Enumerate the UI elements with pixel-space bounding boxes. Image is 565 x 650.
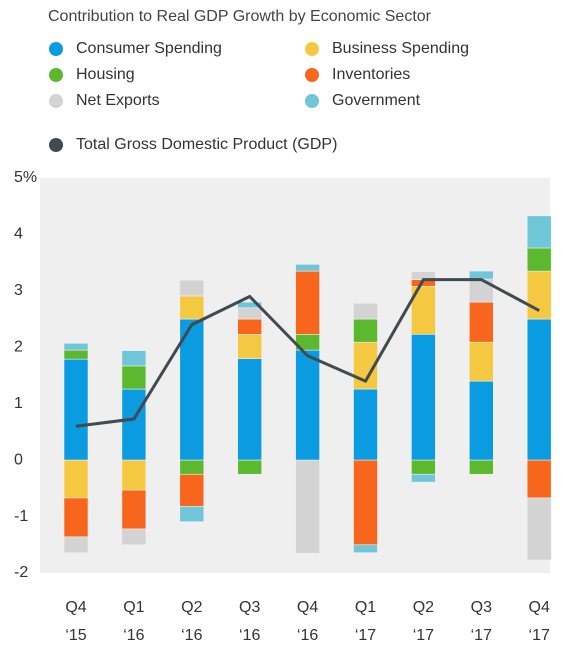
bar-segment [63,343,89,351]
bar-segment [526,247,552,272]
bar-segment [468,459,494,475]
bar-segment [121,528,147,546]
bar-segment [526,215,552,249]
y-tick-label: 4 [14,226,23,243]
bar-segment [121,350,147,367]
bar-segment [121,459,147,491]
bar-segment [237,358,262,461]
legend-swatch [305,42,319,56]
legend-label: Housing [76,66,135,83]
x-tick-label: ‘16 [297,627,318,644]
x-tick-label: Q3 [239,599,260,616]
bar-segment [526,497,552,561]
x-tick-label: ‘17 [413,627,434,644]
x-tick-label: Q1 [355,599,376,616]
bar-segment [468,380,494,461]
bar-segment [468,301,494,343]
legend-swatch [49,42,63,56]
bar-segment [468,270,494,280]
bar-segment [237,318,262,335]
x-tick-label: Q4 [529,599,550,616]
bar-segment [237,301,262,309]
bar-segment [179,473,205,507]
x-tick-label: Q1 [123,599,144,616]
bar-segment [63,358,89,461]
bar-segment [526,270,552,320]
x-tick-label: Q4 [297,599,318,616]
y-tick-label: 5% [14,169,37,186]
bar-segment [353,544,378,553]
bar-segment [179,295,205,320]
bar-segment [353,459,378,546]
legend-swatch [305,68,319,82]
x-tick-label: ‘16 [181,627,202,644]
bar-segment [295,264,320,272]
bar-segment [121,365,147,390]
legend-label: Net Exports [76,92,160,109]
legend-swatch [305,94,319,108]
legend-label: Government [332,92,421,109]
y-tick-label: 2 [14,339,23,356]
bar-segment [179,318,205,461]
legend-swatch [49,138,63,152]
bar-segment [63,536,89,553]
bar-segment [63,349,89,360]
bar-segment [121,489,147,530]
x-tick-label: ‘16 [239,627,260,644]
x-tick-label: Q3 [471,599,492,616]
bar-segment [411,334,436,461]
y-tick-label: -2 [14,564,28,581]
bar-segment [353,388,378,461]
bar-segment [411,459,436,475]
bar-segment [237,459,262,475]
x-tick-label: Q2 [413,599,434,616]
y-tick-label: 1 [14,395,23,412]
bar-segment [121,388,147,461]
bar-segment [353,318,378,343]
bar-segment [295,349,320,461]
bar-segment [179,279,205,297]
bar-segment [526,318,552,461]
bar-segment [179,459,205,475]
gdp-line [75,278,540,428]
x-tick-label: ‘16 [123,627,144,644]
bar-segment [295,270,320,335]
bar-segment [411,473,436,483]
x-tick-label: ‘17 [471,627,492,644]
x-tick-label: ‘17 [529,627,550,644]
bar-segment [468,341,494,382]
x-tick-label: ‘17 [355,627,376,644]
bar-segment [353,302,378,320]
legend-swatch [49,68,63,82]
x-tick-label: Q4 [65,599,86,616]
bar-segment [63,497,89,538]
legend-label: Inventories [332,66,410,83]
y-tick-label: -1 [14,508,28,525]
bar-segment [237,334,262,359]
legend-swatch [49,94,63,108]
y-tick-label: 0 [14,451,23,468]
y-tick-label: 3 [14,282,23,299]
bar-segment [179,506,205,522]
legend-label: Total Gross Domestic Product (GDP) [76,136,337,153]
legend-label: Business Spending [332,40,469,57]
legend-label: Consumer Spending [76,40,222,57]
bar-segment [63,459,89,499]
x-tick-label: Q2 [181,599,202,616]
bar-segment [237,307,262,320]
x-tick-label: ‘15 [65,627,86,644]
bar-segment [295,459,320,554]
bar-segment [526,459,552,499]
chart-title: Contribution to Real GDP Growth by Econo… [48,8,432,25]
